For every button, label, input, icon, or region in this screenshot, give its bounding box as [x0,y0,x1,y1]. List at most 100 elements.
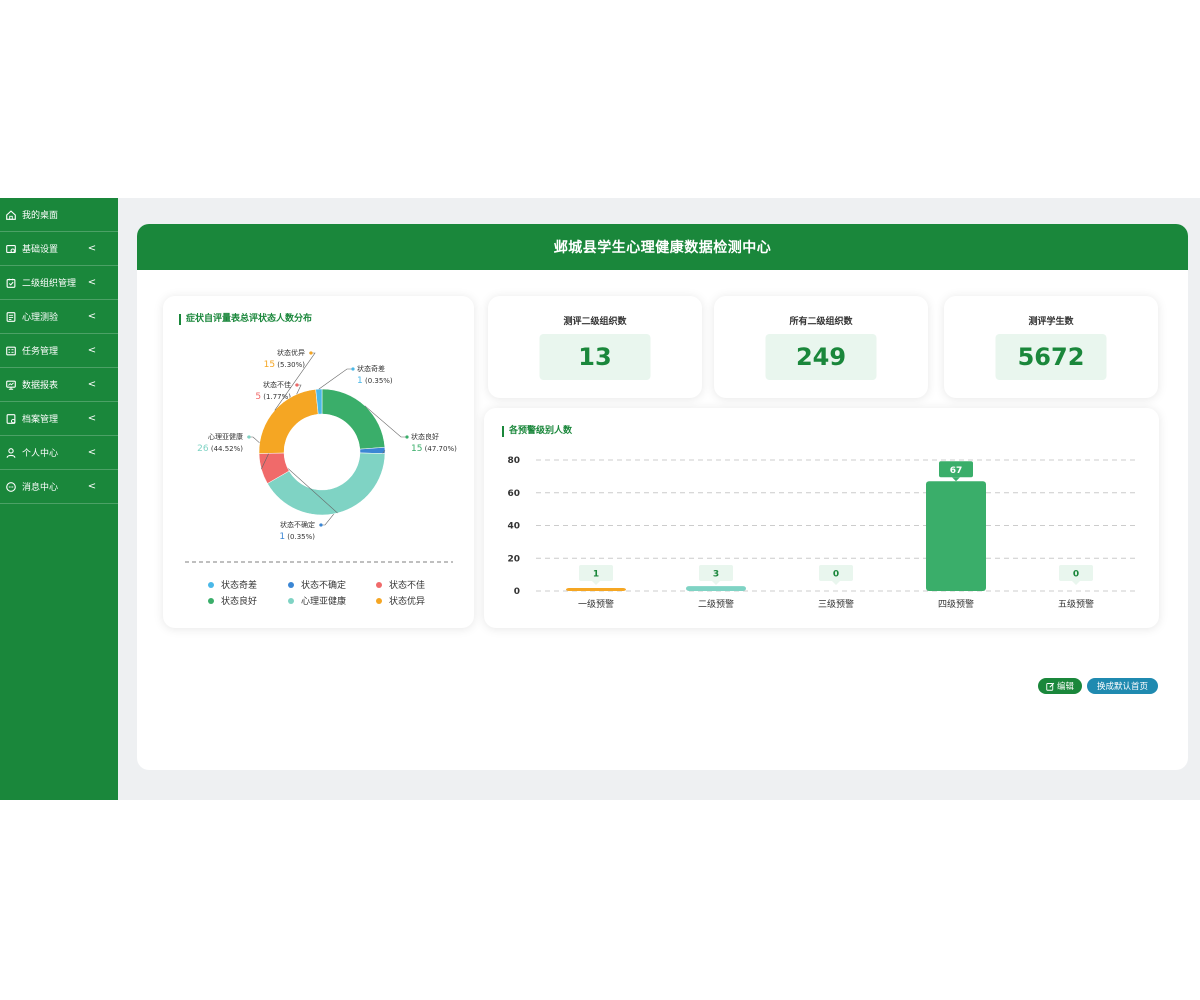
page-title-banner: 邺城县学生心理健康数据检测中心 [137,224,1188,270]
x-tick-label: 五级预警 [1058,598,1094,610]
set-default-home-label: 换成默认首页 [1096,682,1148,692]
donut-leader-dot [319,523,323,527]
message-icon [4,480,18,494]
data-label-pointer [1072,581,1080,585]
stat-value: 13 [539,334,651,380]
chevron-left-icon: < [87,413,97,424]
sidebar-item-label: 个人中心 [22,449,59,459]
sidebar-item-7[interactable]: 个人中心 < [0,436,118,470]
data-label: 0 [833,570,839,580]
chevron-left-icon: < [87,243,97,254]
sidebar-item-1[interactable]: 基础设置 < [0,232,118,266]
y-tick-label: 40 [507,522,520,532]
legend-marker [376,582,382,588]
donut-slice[interactable] [321,388,386,450]
sidebar-item-8[interactable]: 消息中心 < [0,470,118,504]
sidebar-item-label: 基础设置 [22,245,59,255]
warning-level-bar-chart: 0 20 40 60 80 1 一级预警 3 二级预警 0 三级预警 67 四级预警 0 五级预警 [507,456,1136,610]
home-icon [4,208,18,222]
archive-icon [4,412,18,426]
data-label-bubble [579,565,613,581]
status-distribution-card: 症状自评量表总评状态人数分布 状态良好 15 (47.70%) 状态不确定 1 (0.… [163,296,474,628]
sidebar-item-label: 数据报表 [22,381,59,391]
edit-button-label: 编辑 [1056,682,1074,692]
chevron-left-icon: < [87,379,97,390]
donut-leader-dot [405,435,409,439]
sidebar-item-2[interactable]: 二级组织管理 < [0,266,118,300]
chevron-left-icon: < [87,277,97,288]
donut-label-value: 1 (0.35%) [279,532,315,542]
page-title: 邺城县学生心理健康数据检测中心 [553,240,772,256]
sidebar-item-0[interactable]: 我的桌面 [0,198,118,232]
donut-label-value: 1 (0.35%) [357,376,393,386]
stat-value: 5672 [995,334,1107,380]
sidebar-item-6[interactable]: 档案管理 < [0,402,118,436]
app-shell: 我的桌面 基础设置 < 二级组织管理 < 心理测验 < 任务管理 < 数据报表 < 档案管理 < 个人中心… [0,198,1200,800]
legend-marker [208,598,214,604]
legend-label: 状态优异 [389,595,425,607]
chevron-left-icon: < [87,481,97,492]
edit-icon [1046,682,1055,691]
sidebar: 我的桌面 基础设置 < 二级组织管理 < 心理测验 < 任务管理 < 数据报表 < 档案管理 < 个人中心… [0,198,118,800]
test-icon [4,310,18,324]
sidebar-item-5[interactable]: 数据报表 < [0,368,118,402]
data-label: 0 [1073,570,1079,580]
donut-leader-dot [351,367,355,371]
sidebar-item-label: 任务管理 [22,347,59,357]
bar[interactable] [686,586,746,591]
data-label-bubble [699,565,733,581]
data-label: 3 [713,570,719,580]
x-tick-label: 三级预警 [818,598,854,610]
legend-label: 状态良好 [221,595,257,607]
data-label-pointer [712,581,720,585]
donut-leader-line [364,405,407,438]
data-label-pointer [592,581,600,585]
data-label-pointer [952,477,960,482]
data-label: 67 [950,466,963,476]
user-icon [4,446,18,460]
data-label-bubble [939,461,973,478]
sidebar-item-label: 档案管理 [22,415,59,425]
status-distribution-title: 症状自评量表总评状态人数分布 [179,314,312,325]
legend-marker [288,598,294,604]
stat-card-tested-students: 测评学生数 5672 [944,296,1158,398]
x-tick-label: 一级预警 [578,598,614,610]
data-label-bubble [1059,565,1093,581]
sidebar-item-label: 消息中心 [22,483,59,493]
stat-label: 测评学生数 [1028,317,1074,327]
sidebar-item-3[interactable]: 心理测验 < [0,300,118,334]
bar[interactable] [926,481,986,591]
y-tick-label: 60 [507,489,520,499]
y-tick-label: 0 [514,587,520,597]
donut-label-name: 状态优异 [277,348,305,357]
data-label-pointer [832,581,840,585]
set-default-home-button[interactable]: 换成默认首页 [1087,678,1158,694]
x-tick-label: 二级预警 [698,598,734,610]
sidebar-item-label: 我的桌面 [22,211,59,221]
legend-marker [288,582,294,588]
donut-label-name: 心理亚健康 [208,432,243,441]
donut-label-name: 状态奇差 [357,364,385,373]
bar[interactable] [566,588,626,591]
donut-label-value: 15 (47.70%) [411,444,457,454]
donut-label-value: 5 (1.77%) [255,392,291,402]
donut-slice[interactable] [267,452,386,516]
sidebar-item-label: 二级组织管理 [22,279,77,289]
donut-leader-dot [295,383,299,387]
y-tick-label: 20 [507,554,520,564]
x-tick-label: 四级预警 [938,598,974,610]
chevron-left-icon: < [87,447,97,458]
legend-label: 状态奇差 [221,579,257,591]
donut-leader-dot [247,435,251,439]
donut-leader-line [318,368,353,390]
legend-label: 状态不佳 [389,579,425,591]
legend-marker [208,582,214,588]
edit-button[interactable]: 编辑 [1038,678,1082,694]
donut-label-name: 状态良好 [411,432,439,441]
organization-icon [4,276,18,290]
donut-slice[interactable] [315,388,323,415]
stat-card-all-orgs: 所有二级组织数 249 [714,296,928,398]
donut-label-value: 26 (44.52%) [197,444,243,454]
sidebar-item-4[interactable]: 任务管理 < [0,334,118,368]
donut-leader-dot [309,351,313,355]
